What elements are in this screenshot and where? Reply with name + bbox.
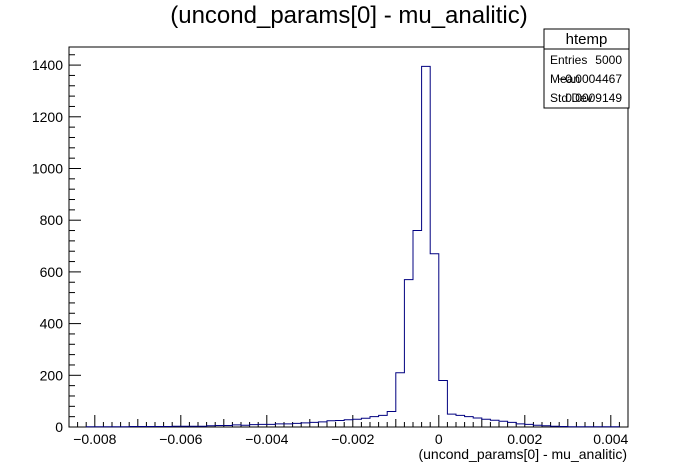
y-tick-label: 800 [40, 212, 64, 228]
x-tick-label: 0.004 [593, 431, 628, 447]
y-tick-labels: 0 200 400 600 800 1000 1200 1400 [32, 57, 63, 435]
stats-mean-value: −0.0004467 [558, 72, 622, 86]
stats-entries-value: 5000 [595, 53, 622, 67]
stats-stddev-value: 0.0009149 [565, 91, 622, 105]
y-tick-label: 200 [40, 367, 64, 383]
y-tick-label: 1000 [32, 160, 63, 176]
stats-mean-label: Mean [550, 72, 580, 86]
x-tick-labels: −0.008 −0.006 −0.004 −0.002 0 0.002 0.004 [73, 431, 628, 447]
plot-frame [68, 46, 629, 428]
stats-box: htemp Entries 5000 Mean −0.0004467 Std D… [543, 28, 630, 109]
x-axis-title: (uncond_params[0] - mu_analitic) [418, 446, 627, 462]
y-tick-label: 600 [40, 264, 64, 280]
x-tick-label: 0 [435, 431, 443, 447]
x-tick-label: −0.008 [73, 431, 116, 447]
axis-ticks [68, 54, 629, 428]
x-tick-label: −0.006 [159, 431, 202, 447]
stats-stddev-label: Std Dev [550, 91, 593, 105]
histogram-series-line [85, 65, 620, 428]
stats-box-frame [543, 28, 630, 109]
x-tick-label: 0.002 [507, 431, 542, 447]
x-tick-label: −0.004 [245, 431, 288, 447]
stats-entries-label: Entries [550, 53, 587, 67]
y-tick-label: 1200 [32, 109, 63, 125]
stats-box-title: htemp [566, 31, 608, 48]
y-tick-label: 1400 [32, 57, 63, 73]
chart-title: (uncond_params[0] - mu_analitic) [170, 2, 528, 29]
y-tick-label: 0 [55, 419, 63, 435]
x-tick-label: −0.002 [331, 431, 374, 447]
y-tick-label: 400 [40, 316, 64, 332]
